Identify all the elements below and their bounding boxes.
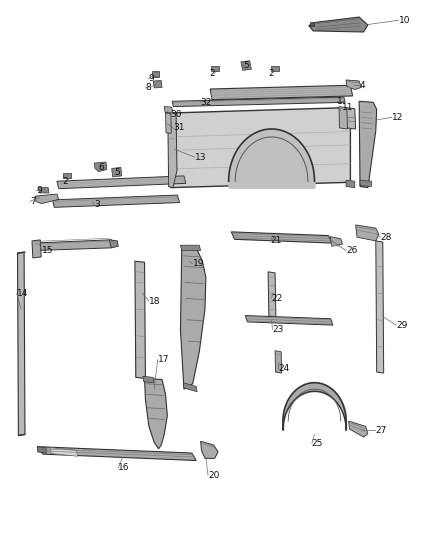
Polygon shape bbox=[180, 245, 201, 251]
Text: 3: 3 bbox=[94, 200, 100, 208]
Polygon shape bbox=[346, 180, 355, 188]
Polygon shape bbox=[50, 448, 78, 456]
Polygon shape bbox=[37, 447, 196, 461]
Polygon shape bbox=[376, 241, 384, 373]
Polygon shape bbox=[152, 71, 159, 77]
Polygon shape bbox=[110, 240, 118, 248]
Text: 10: 10 bbox=[399, 16, 410, 25]
Polygon shape bbox=[37, 447, 46, 453]
Text: 19: 19 bbox=[193, 260, 204, 268]
Text: 1: 1 bbox=[337, 97, 343, 106]
Polygon shape bbox=[35, 194, 59, 204]
Polygon shape bbox=[112, 167, 122, 177]
Polygon shape bbox=[359, 101, 377, 188]
Polygon shape bbox=[241, 61, 251, 70]
Polygon shape bbox=[145, 378, 167, 449]
Text: 22: 22 bbox=[272, 294, 283, 303]
Text: 11: 11 bbox=[342, 103, 353, 112]
Text: 28: 28 bbox=[380, 233, 392, 241]
Polygon shape bbox=[164, 107, 173, 113]
Text: 24: 24 bbox=[278, 365, 290, 373]
Polygon shape bbox=[166, 113, 171, 133]
Text: 2: 2 bbox=[210, 69, 215, 78]
Polygon shape bbox=[271, 66, 279, 71]
Text: 6: 6 bbox=[99, 164, 104, 172]
Polygon shape bbox=[33, 240, 114, 251]
Text: 14: 14 bbox=[17, 289, 28, 297]
Text: 5: 5 bbox=[243, 61, 249, 69]
Polygon shape bbox=[231, 232, 332, 243]
Polygon shape bbox=[172, 97, 345, 107]
Polygon shape bbox=[339, 107, 347, 129]
Text: 4: 4 bbox=[359, 81, 365, 90]
Polygon shape bbox=[32, 240, 41, 258]
Text: 27: 27 bbox=[376, 426, 387, 435]
Polygon shape bbox=[183, 383, 197, 392]
Polygon shape bbox=[18, 252, 25, 435]
Polygon shape bbox=[268, 272, 276, 320]
Polygon shape bbox=[211, 66, 219, 71]
Text: 9: 9 bbox=[36, 187, 42, 195]
Polygon shape bbox=[171, 108, 350, 188]
Polygon shape bbox=[210, 85, 353, 100]
Polygon shape bbox=[153, 80, 162, 88]
Polygon shape bbox=[57, 176, 186, 189]
Polygon shape bbox=[201, 441, 218, 458]
Text: 5: 5 bbox=[114, 168, 120, 176]
Polygon shape bbox=[309, 17, 368, 32]
Text: 21: 21 bbox=[271, 237, 282, 245]
Polygon shape bbox=[143, 376, 154, 383]
Text: 17: 17 bbox=[158, 356, 169, 364]
Polygon shape bbox=[63, 173, 71, 178]
Text: 31: 31 bbox=[173, 124, 184, 132]
Polygon shape bbox=[53, 195, 180, 207]
Text: 2: 2 bbox=[269, 69, 274, 78]
Text: 32: 32 bbox=[201, 98, 212, 107]
Polygon shape bbox=[360, 180, 371, 187]
Polygon shape bbox=[349, 421, 368, 437]
Polygon shape bbox=[275, 351, 282, 373]
Text: 20: 20 bbox=[208, 471, 219, 480]
Polygon shape bbox=[356, 225, 379, 241]
Polygon shape bbox=[94, 162, 107, 172]
Polygon shape bbox=[168, 112, 177, 188]
Polygon shape bbox=[245, 316, 333, 325]
Text: 8: 8 bbox=[145, 84, 151, 92]
Polygon shape bbox=[180, 248, 206, 389]
Text: 18: 18 bbox=[149, 297, 160, 305]
Polygon shape bbox=[310, 22, 314, 26]
Text: 30: 30 bbox=[170, 110, 181, 119]
Polygon shape bbox=[135, 261, 145, 378]
Text: 16: 16 bbox=[118, 464, 130, 472]
Text: 2: 2 bbox=[62, 177, 68, 185]
Text: 23: 23 bbox=[272, 325, 284, 334]
Text: 9: 9 bbox=[148, 75, 154, 83]
Text: 13: 13 bbox=[195, 153, 206, 161]
Polygon shape bbox=[330, 237, 343, 246]
Polygon shape bbox=[346, 108, 356, 129]
Text: 7: 7 bbox=[30, 197, 35, 206]
Text: 15: 15 bbox=[42, 246, 53, 255]
Text: 25: 25 bbox=[312, 439, 323, 448]
Polygon shape bbox=[346, 80, 361, 90]
Text: 12: 12 bbox=[392, 113, 403, 122]
Text: 26: 26 bbox=[346, 246, 357, 255]
Text: 29: 29 bbox=[396, 321, 408, 329]
Polygon shape bbox=[39, 188, 49, 193]
